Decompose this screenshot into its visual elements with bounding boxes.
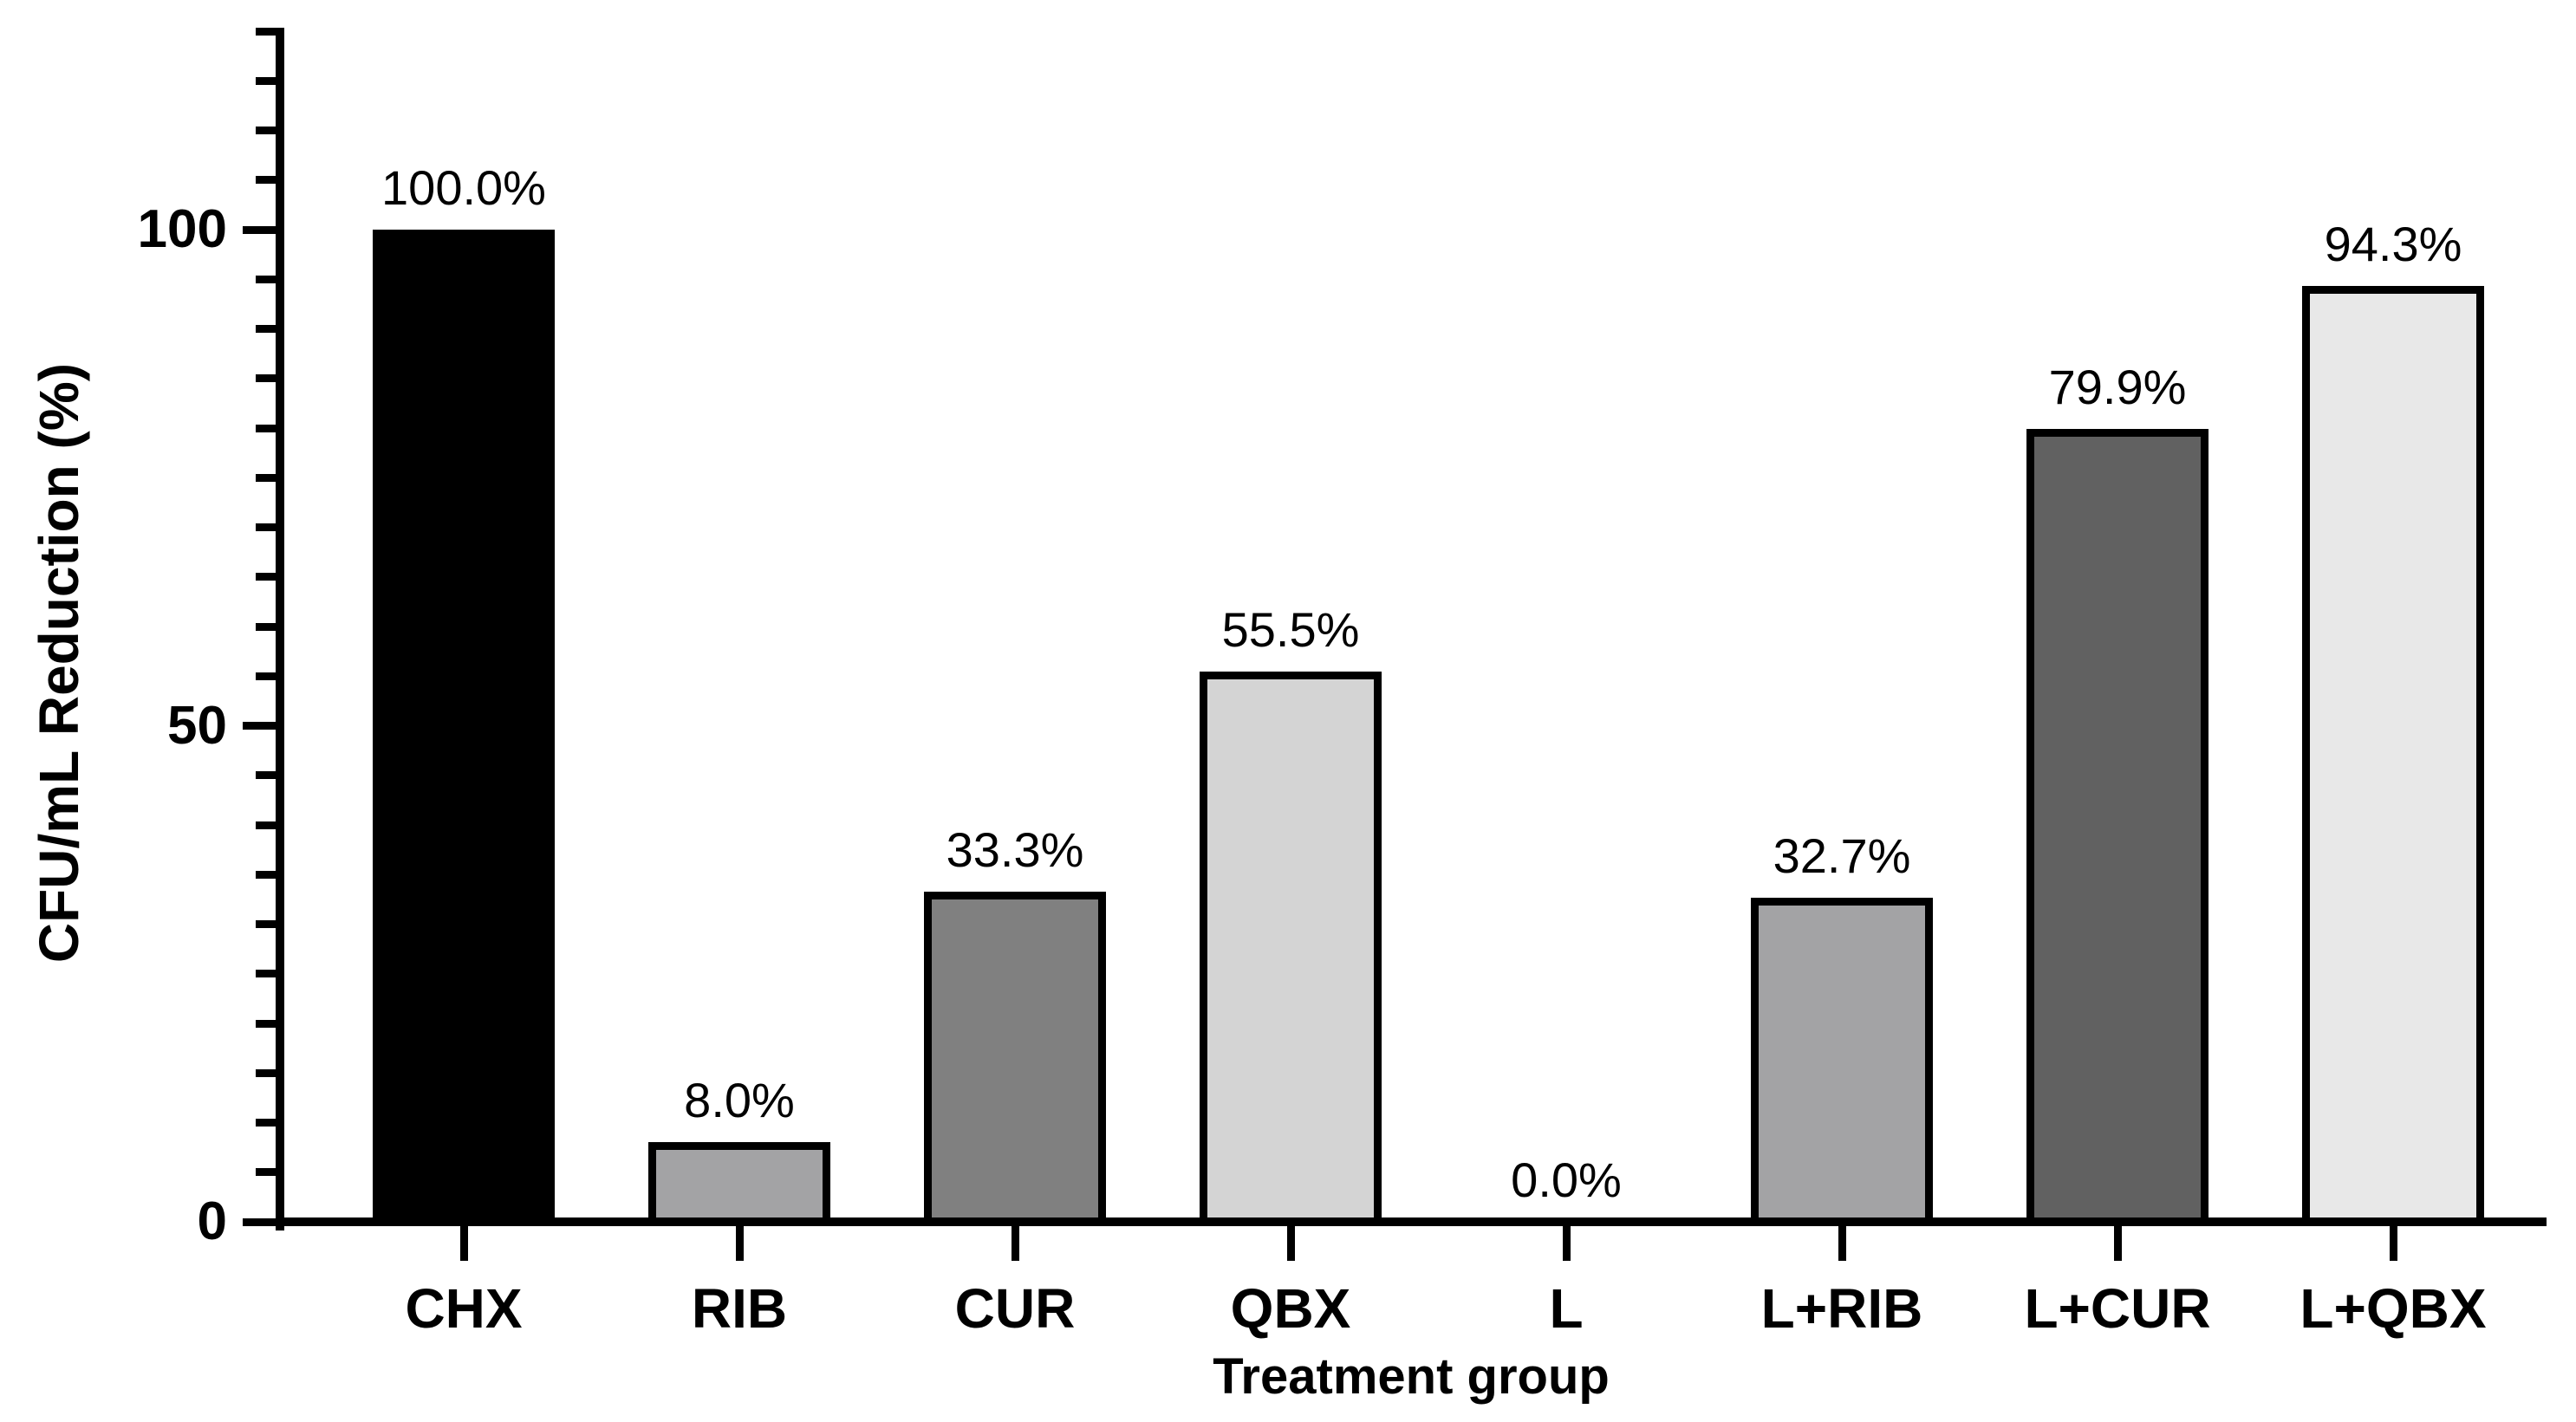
y-major-tick [243,1217,276,1226]
y-tick-label: 100 [137,199,227,259]
y-minor-tick [256,1019,276,1028]
y-minor-tick [256,176,276,185]
bar-l-cur [2026,429,2208,1226]
y-tick-label: 50 [167,695,227,756]
y-minor-tick [256,622,276,631]
category-label-l-qbx: L+QBX [2300,1277,2487,1340]
x-axis-title: Treatment group [1213,1348,1610,1405]
bar-value-label: 8.0% [684,1073,795,1128]
y-minor-tick [256,821,276,829]
x-tick [2389,1226,2397,1261]
bar-value-label: 32.7% [1773,828,1911,883]
category-label-l: L [1549,1277,1584,1340]
y-minor-tick [256,672,276,680]
x-tick [1562,1226,1571,1261]
bar-cur [924,891,1106,1226]
x-tick [459,1226,468,1261]
y-minor-tick [256,1119,276,1127]
y-minor-tick [256,573,276,581]
y-minor-tick [256,1068,276,1077]
bar-rib [648,1142,830,1226]
x-tick [735,1226,744,1261]
bar-value-label: 100.0% [381,160,546,215]
y-axis-title: CFU/mL Reduction (%) [28,362,90,964]
bar-qbx [1200,671,1382,1226]
bar-l-rib [1751,897,1933,1226]
y-major-tick [243,722,276,730]
bar-value-label: 33.3% [946,821,1084,877]
y-major-tick [243,225,276,234]
y-minor-tick [256,76,276,85]
category-label-rib: RIB [691,1277,788,1340]
bar-value-label: 55.5% [1221,601,1360,657]
category-label-qbx: QBX [1230,1277,1351,1340]
y-minor-tick [256,275,276,283]
y-minor-tick [256,1168,276,1177]
y-minor-tick [256,473,276,482]
y-minor-tick [256,127,276,134]
x-tick [1286,1226,1295,1261]
category-label-l-rib: L+RIB [1760,1277,1923,1340]
y-axis-line [276,28,284,1230]
bar-value-label: 0.0% [1511,1153,1622,1207]
y-minor-tick [256,920,276,928]
y-minor-tick [256,970,276,978]
y-tick-label: 0 [197,1191,227,1251]
bar-l-qbx [2302,286,2484,1226]
category-label-cur: CUR [954,1277,1076,1340]
y-minor-tick [256,374,276,383]
y-minor-tick [256,771,276,780]
bar-value-label: 94.3% [2324,217,2462,272]
y-minor-tick [256,523,276,531]
y-minor-tick [256,424,276,432]
y-minor-tick [256,325,276,333]
x-axis-line [276,1217,2547,1226]
y-minor-tick [256,870,276,879]
category-label-l-cur: L+CUR [2024,1277,2211,1340]
x-tick [2113,1226,2122,1261]
bar-chx [373,230,555,1226]
category-label-chx: CHX [405,1277,523,1340]
y-minor-tick [256,27,276,36]
x-tick [1838,1226,1846,1261]
x-tick [1011,1226,1019,1261]
bar-value-label: 79.9% [2048,360,2187,415]
